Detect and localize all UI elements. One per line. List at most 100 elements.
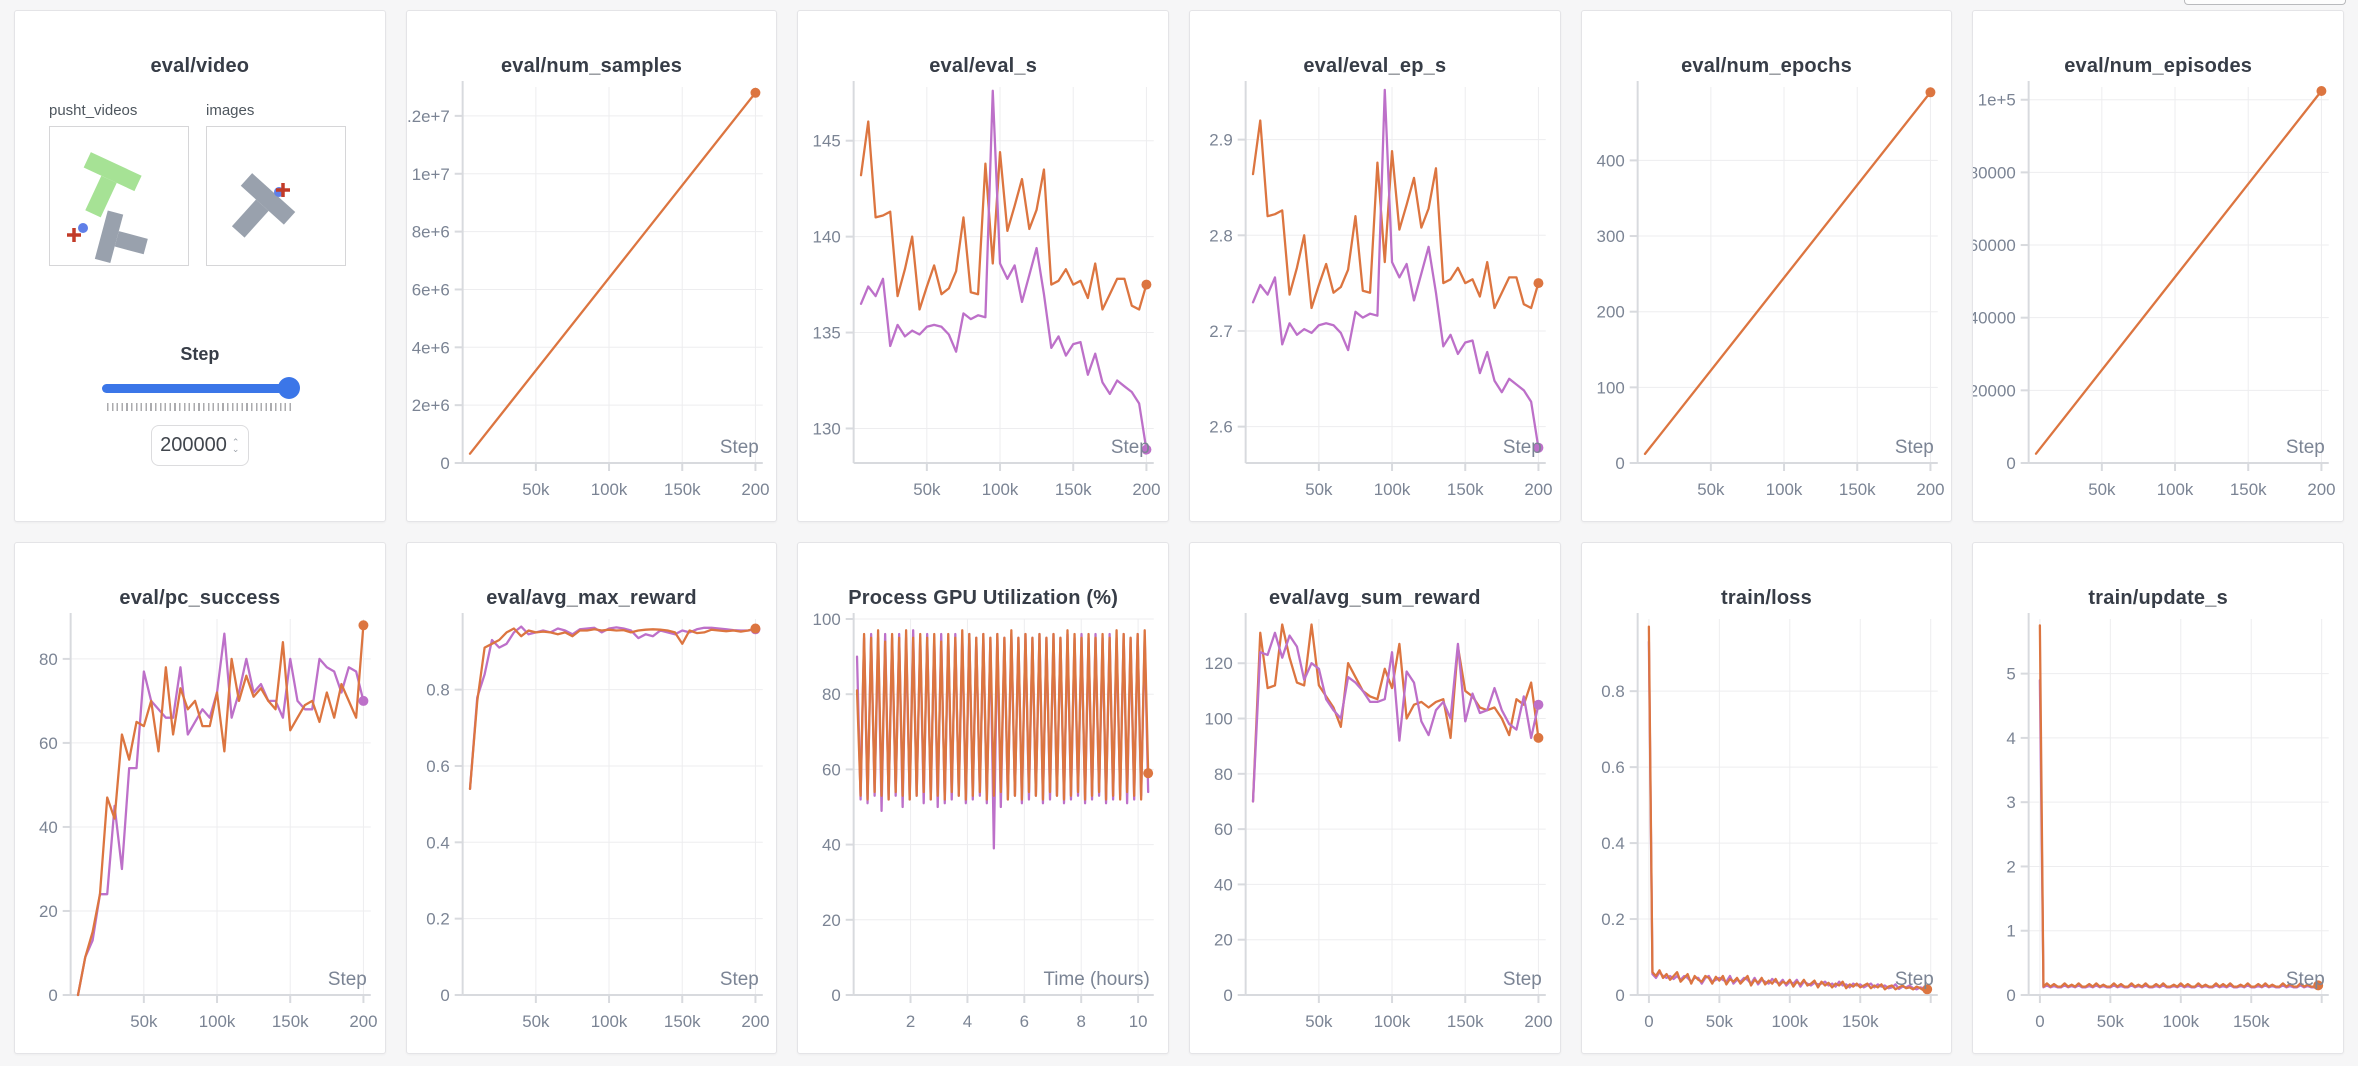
panel-title: eval/num_episodes [2064, 55, 2253, 77]
svg-text:0.4: 0.4 [1601, 834, 1624, 853]
svg-text:4e+6: 4e+6 [411, 338, 449, 357]
panel-eval-num-episodes[interactable]: eval/num_episodes 50k 100k 150k 200 0 20000 40… [1972, 10, 2344, 522]
panel-title: eval/eval_ep_s [1303, 55, 1447, 77]
svg-text:150k: 150k [1447, 480, 1484, 499]
gray-t-block [94, 210, 148, 263]
svg-text:100k: 100k [1374, 480, 1411, 499]
svg-text:50k: 50k [522, 480, 550, 499]
chart-eval-num-samples[interactable]: 50k 100k 150k 200 0 2e+6 4e+6 6e+6 8e+6 1e+7 1.2e+… [407, 77, 777, 522]
svg-text:60000: 60000 [1973, 236, 2016, 255]
svg-text:200: 200 [1916, 480, 1944, 499]
svg-text:2.6: 2.6 [1209, 418, 1232, 437]
svg-text:Step: Step [1895, 969, 1934, 990]
svg-text:100k: 100k [199, 1012, 236, 1031]
media-pusht-videos[interactable]: pusht_videos [49, 102, 189, 266]
svg-text:0: 0 [440, 986, 449, 1005]
panel-eval-avg-sum-reward[interactable]: eval/avg_sum_reward 50k 100k 150k 200 0 20 40 6… [1188, 542, 1561, 1054]
chart-train-update-s[interactable]: 0 50k 100k 150k 0 1 2 3 4 5 Step [1973, 609, 2343, 1054]
step-value[interactable]: 200000 [160, 434, 227, 456]
panel-title: eval/num_epochs [1681, 55, 1852, 77]
svg-text:150k: 150k [1839, 480, 1876, 499]
panel-title: eval/pc_success [119, 587, 281, 609]
svg-text:150k: 150k [2233, 1012, 2270, 1031]
chart-eval-num-episodes[interactable]: 50k 100k 150k 200 0 20000 40000 60000 80000 1e+5 S… [1973, 77, 2343, 522]
svg-text:80: 80 [39, 650, 58, 669]
svg-text:0.4: 0.4 [426, 833, 449, 852]
panel-eval-video[interactable]: eval/video pusht_videos [14, 10, 386, 522]
svg-text:0.8: 0.8 [1601, 682, 1624, 701]
chart-eval-avg-max-reward[interactable]: 50k 100k 150k 200 0 0.2 0.4 0.6 0.8 Step [407, 609, 777, 1054]
svg-text:5: 5 [2007, 665, 2016, 684]
svg-text:1.2e+7: 1.2e+7 [407, 107, 450, 126]
panel-eval-num-samples[interactable]: eval/num_samples 50k 100k 150k 200 0 2e+6 4e+6… [405, 10, 778, 522]
svg-text:140: 140 [813, 228, 841, 247]
svg-text:20: 20 [1214, 931, 1233, 950]
svg-text:100k: 100k [590, 480, 627, 499]
chart-eval-eval-s[interactable]: 50k 100k 150k 200 130 135 140 145 Step [798, 77, 1168, 522]
svg-text:120: 120 [1205, 654, 1233, 673]
svg-text:Step: Step [1503, 437, 1542, 458]
chart-eval-num-epochs[interactable]: 50k 100k 150k 200 0 100 200 300 400 Step [1582, 77, 1952, 522]
svg-text:Step: Step [720, 437, 759, 458]
pusht-render [67, 152, 148, 263]
images-thumbnail[interactable] [206, 126, 346, 266]
svg-text:Step: Step [1895, 437, 1934, 458]
svg-text:145: 145 [813, 132, 841, 151]
svg-text:Step: Step [1503, 969, 1542, 990]
svg-text:150k: 150k [664, 480, 701, 499]
svg-text:6: 6 [1020, 1012, 1029, 1031]
slider-track[interactable] [101, 384, 298, 393]
svg-text:20000: 20000 [1973, 381, 2016, 400]
gray-t-block [231, 173, 296, 238]
svg-text:200: 200 [1524, 480, 1552, 499]
svg-text:1e+5: 1e+5 [1978, 91, 2016, 110]
media-row: pusht_videos [15, 102, 385, 266]
svg-text:50k: 50k [522, 1012, 550, 1031]
stepper-up-icon[interactable]: ⌃ [231, 436, 240, 447]
svg-text:Step: Step [2286, 969, 2325, 990]
step-slider[interactable] [101, 377, 300, 399]
svg-text:60: 60 [822, 760, 841, 779]
target-cross-icon [67, 228, 81, 242]
panel-eval-eval-ep-s[interactable]: eval/eval_ep_s 50k 100k 150k 200 2.6 2.7 2.8 2.… [1188, 10, 1561, 522]
panel-gpu-utilization[interactable]: Process GPU Utilization (%) 2 4 6 8 10 0 20 40 6… [797, 542, 1169, 1054]
svg-text:6e+6: 6e+6 [411, 280, 449, 299]
svg-text:150k: 150k [2230, 480, 2267, 499]
media-caption: images [206, 102, 255, 119]
panel-eval-avg-max-reward[interactable]: eval/avg_max_reward 50k 100k 150k 200 0 0.2 0.… [405, 542, 778, 1054]
stepper-down-icon[interactable]: ⌄ [231, 443, 240, 454]
slider-handle[interactable] [277, 377, 300, 399]
svg-text:50k: 50k [914, 480, 942, 499]
svg-text:135: 135 [813, 324, 841, 343]
svg-text:40: 40 [1214, 875, 1233, 894]
step-input[interactable]: 200000 ⌃ ⌄ [150, 425, 249, 466]
stepper-arrows[interactable]: ⌃ ⌄ [231, 436, 240, 454]
panel-eval-pc-success[interactable]: eval/pc_success 50k 100k 150k 200 0 20 40 60 80 S… [14, 542, 386, 1054]
svg-text:50k: 50k [1305, 1012, 1333, 1031]
svg-text:80: 80 [822, 685, 841, 704]
panel-train-update-s[interactable]: train/update_s 0 50k 100k 150k 0 1 2 3 4 5 Step [1972, 542, 2344, 1054]
svg-text:Step: Step [720, 969, 759, 990]
svg-text:50k: 50k [2097, 1012, 2125, 1031]
svg-text:100k: 100k [590, 1012, 627, 1031]
chart-eval-pc-success[interactable]: 50k 100k 150k 200 0 20 40 60 80 Step [15, 609, 385, 1054]
svg-text:0: 0 [440, 454, 449, 473]
svg-text:100: 100 [1205, 709, 1233, 728]
svg-text:80000: 80000 [1973, 163, 2016, 182]
pusht-video-thumbnail[interactable] [49, 126, 189, 266]
svg-text:Step: Step [1111, 437, 1150, 458]
chart-eval-avg-sum-reward[interactable]: 50k 100k 150k 200 0 20 40 60 80 100 120 Step [1190, 609, 1560, 1054]
svg-text:50k: 50k [130, 1012, 158, 1031]
chart-train-loss[interactable]: 0 50k 100k 150k 0 0.2 0.4 0.6 0.8 Step [1582, 609, 1952, 1054]
panel-eval-num-epochs[interactable]: eval/num_epochs 50k 100k 150k 200 0 100 200 300… [1580, 10, 1953, 522]
panel-train-loss[interactable]: train/loss 0 50k 100k 150k 0 0.2 0.4 0.6 0.8 Step [1580, 542, 1953, 1054]
svg-text:300: 300 [1596, 227, 1624, 246]
media-images[interactable]: images [206, 102, 346, 266]
svg-text:60: 60 [1214, 820, 1233, 839]
panel-grid: eval/video pusht_videos [14, 10, 2344, 1054]
svg-text:150k: 150k [1842, 1012, 1879, 1031]
slider-ruler [106, 403, 293, 411]
chart-eval-eval-ep-s[interactable]: 50k 100k 150k 200 2.6 2.7 2.8 2.9 Step [1190, 77, 1560, 522]
panel-eval-eval-s[interactable]: eval/eval_s 50k 100k 150k 200 130 135 140 145 St… [797, 10, 1169, 522]
